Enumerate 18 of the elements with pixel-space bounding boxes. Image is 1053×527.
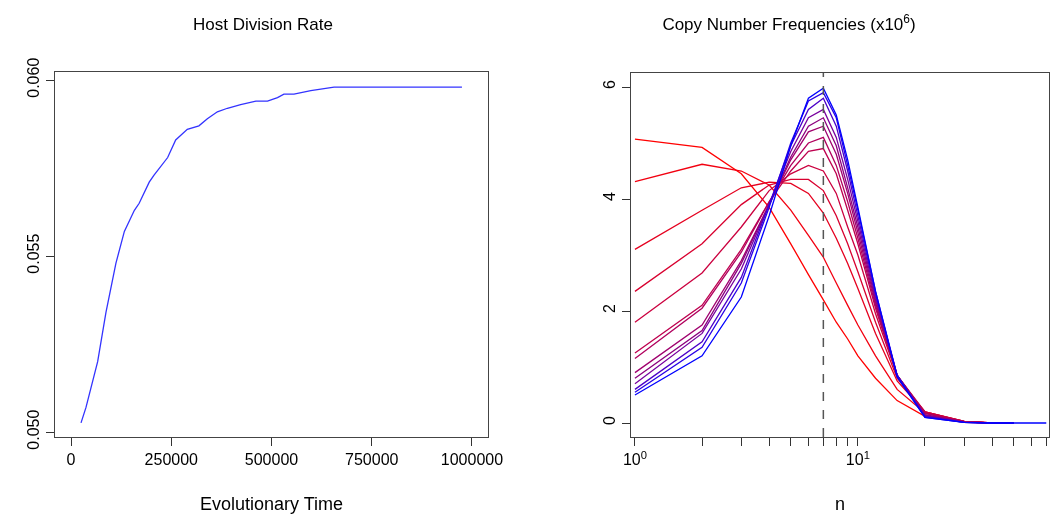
x-tick-label: 10$^{1}$ [845,448,870,469]
y-tick-label: 0.055 [25,233,43,274]
y-tick-label: 6 [601,80,619,90]
y-tick-label: 0.050 [25,409,43,450]
x-tick-label: 500000 [244,451,299,469]
y-tick-label: 2 [601,304,619,314]
x-axis-title: n [834,494,846,515]
x-tick-label: 750000 [345,451,399,469]
x-tick-label: 250000 [144,451,199,469]
x-tick-label: 10$^{0}$ [622,448,647,469]
y-tick-label: 0 [601,416,619,426]
x-tick-label: 0 [66,451,76,469]
x-tick-label: 1000000 [440,451,504,469]
y-tick-label: 4 [601,192,619,202]
chart-title: Copy Number Frequencies (x10$^{6}$) [662,11,916,34]
chart-title: Host Division Rate [193,14,333,34]
x-axis-title: Evolutionary Time [199,494,344,515]
y-tick-label: 0.060 [25,57,43,98]
